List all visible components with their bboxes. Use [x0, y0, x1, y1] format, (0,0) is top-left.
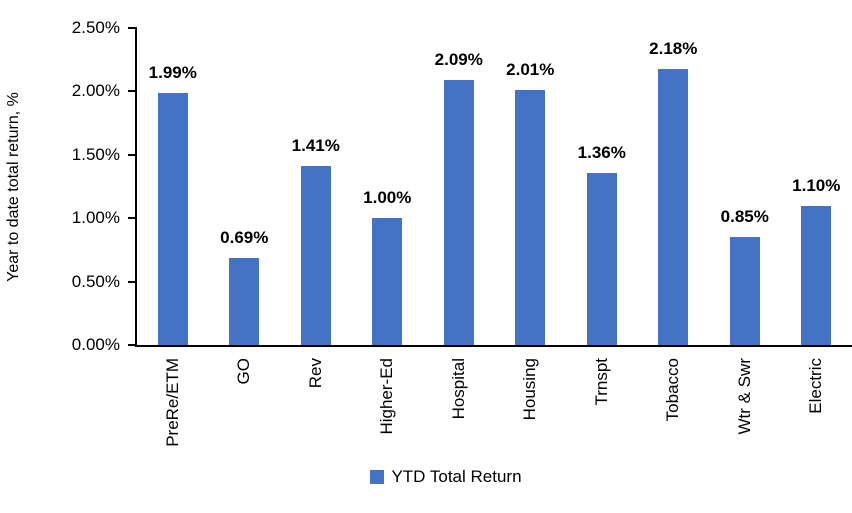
x-category-label: PreRe/ETM	[162, 358, 182, 447]
x-category-label: Wtr & Swr	[734, 358, 754, 435]
y-tick-mark	[128, 344, 137, 346]
y-tick-mark	[128, 27, 137, 29]
bar-value-label: 0.85%	[720, 207, 769, 227]
bar-hospital	[443, 79, 474, 345]
x-category-label: Housing	[520, 358, 540, 421]
bar-value-label: 2.01%	[506, 60, 555, 80]
bar-go	[229, 257, 260, 345]
y-tick-mark	[128, 217, 137, 220]
x-category-label: GO	[234, 358, 254, 385]
bar-value-label: 1.41%	[291, 136, 340, 156]
bar-value-label: 2.18%	[649, 38, 698, 58]
bar-value-label: 1.00%	[363, 188, 412, 208]
x-category-label: Higher-Ed	[377, 358, 397, 435]
bar-value-label: 2.09%	[434, 49, 483, 69]
legend-swatch-ytd-total-return	[370, 470, 385, 484]
y-tick-label: 0.50%	[71, 271, 120, 291]
x-category-label: Rev	[305, 358, 325, 389]
bar-rev	[300, 166, 331, 345]
y-tick-label: 1.50%	[71, 144, 120, 164]
legend-label: YTD Total Return	[391, 467, 522, 486]
legend: YTD Total Return	[40, 466, 852, 488]
x-category-label: Tobacco	[663, 358, 683, 422]
x-category-label: Electric	[806, 358, 826, 414]
bar-trnspt	[586, 172, 617, 345]
bar-wtr-swr	[729, 237, 760, 345]
x-category-label: Trnspt	[591, 358, 611, 406]
bar-housing	[515, 90, 546, 345]
bar-higher-ed	[372, 218, 403, 345]
y-tick-mark	[128, 280, 137, 283]
x-category-label: Hospital	[448, 358, 468, 420]
y-tick-mark	[128, 153, 137, 156]
y-tick-label: 0.00%	[71, 335, 120, 354]
bar-prere-etm	[157, 92, 188, 345]
y-axis-line	[135, 27, 137, 347]
y-tick-label: 2.00%	[71, 81, 120, 101]
bar-tobacco	[658, 68, 689, 345]
y-tick-mark	[128, 90, 137, 93]
bar-value-label: 0.69%	[220, 227, 269, 247]
x-axis-line	[135, 345, 852, 347]
bar-value-label: 1.10%	[792, 175, 841, 195]
bar-value-label: 1.36%	[577, 142, 626, 162]
y-tick-label: 1.00%	[71, 208, 120, 228]
y-tick-label: 2.50%	[71, 18, 120, 37]
bar-value-label: 1.99%	[148, 62, 197, 82]
bar-electric	[801, 205, 832, 345]
